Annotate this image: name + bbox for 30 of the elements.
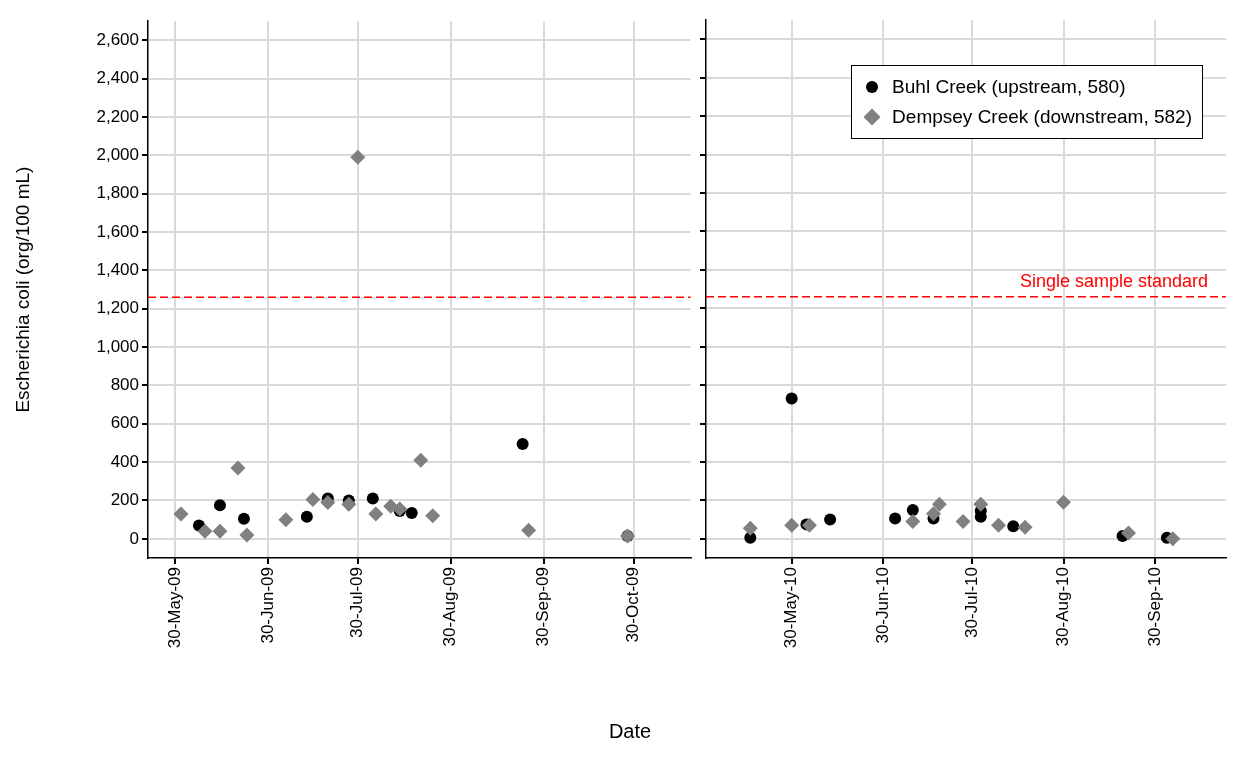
y-tick-label: 200 bbox=[110, 490, 139, 510]
legend-label: Dempsey Creek (downstream, 582) bbox=[892, 105, 1192, 129]
x-tick-label: 30-Jul-09 bbox=[347, 567, 367, 638]
x-tick-label: 30-Aug-10 bbox=[1053, 567, 1073, 647]
x-tick-label: 30-Sep-09 bbox=[533, 567, 553, 647]
x-tick-label: 30-May-09 bbox=[164, 567, 184, 649]
y-tick-label: 400 bbox=[110, 451, 139, 471]
y-tick-label: 800 bbox=[110, 375, 139, 395]
x-tick-label: 30-Oct-09 bbox=[623, 567, 643, 643]
y-tick-label: 1,400 bbox=[96, 260, 139, 280]
y-tick-label: 1,600 bbox=[96, 221, 139, 241]
x-tick-label: 30-Aug-09 bbox=[440, 567, 460, 647]
y-tick-label: 2,000 bbox=[96, 145, 139, 165]
y-tick-label: 600 bbox=[110, 413, 139, 433]
x-tick-label: 30-Sep-10 bbox=[1144, 567, 1164, 647]
x-tick-label: 30-May-10 bbox=[781, 567, 801, 649]
x-tick-label: 30-Jul-10 bbox=[961, 567, 981, 638]
x-tick-label: 30-Jun-10 bbox=[872, 567, 892, 644]
legend-label: Buhl Creek (upstream, 580) bbox=[892, 75, 1126, 99]
x-tick-label: 30-Jun-09 bbox=[257, 567, 277, 644]
y-axis-title: Escherichia coli (org/100 mL) bbox=[11, 166, 33, 413]
y-tick-label: 2,600 bbox=[96, 30, 139, 50]
ref-line-label: Single sample standard bbox=[1019, 270, 1208, 291]
y-tick-label: 2,400 bbox=[96, 68, 139, 88]
y-tick-label: 2,200 bbox=[96, 106, 139, 126]
y-tick-label: 1,800 bbox=[96, 183, 139, 203]
y-tick-label: 1,200 bbox=[96, 298, 139, 318]
y-tick-label: 1,000 bbox=[96, 336, 139, 356]
y-tick-label: 0 bbox=[129, 528, 139, 548]
x-axis-title: Date bbox=[607, 720, 653, 743]
